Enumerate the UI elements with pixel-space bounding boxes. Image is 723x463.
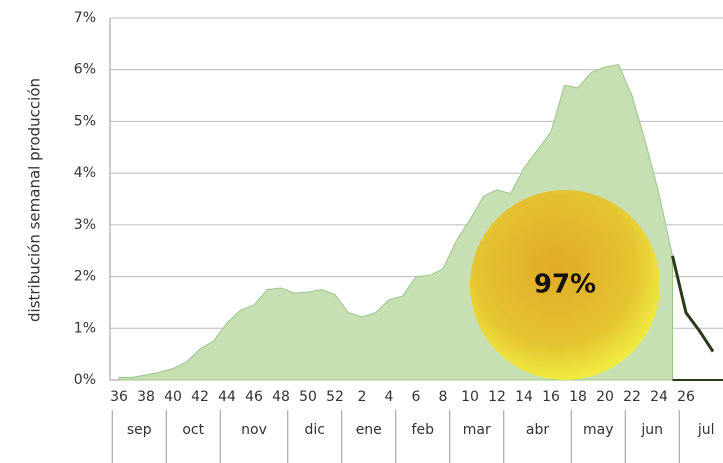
month-label: jun [640, 422, 663, 438]
month-label: sep [127, 422, 152, 438]
month-label: abr [526, 422, 549, 438]
x-tick-label: 26 [677, 389, 695, 405]
x-tick-label: 18 [569, 389, 587, 405]
x-tick-label: 24 [650, 389, 668, 405]
x-tick-label: 4 [385, 389, 394, 405]
y-tick-label: 6% [74, 62, 96, 78]
x-tick-label: 6 [412, 389, 421, 405]
y-tick-label: 1% [74, 320, 96, 336]
bubble [470, 190, 660, 380]
x-tick-label: 40 [164, 389, 182, 405]
annotation: 97% [534, 270, 596, 300]
x-tick-label: 8 [439, 389, 448, 405]
y-tick-label: 7% [74, 10, 96, 26]
y-tick-label: 5% [74, 113, 96, 129]
x-tick-label: 14 [515, 389, 533, 405]
month-label: may [583, 422, 614, 438]
x-tick-label: 36 [110, 389, 128, 405]
month-label: feb [412, 422, 435, 438]
y-tick-label: 2% [74, 269, 96, 285]
y-tick-label: 0% [74, 372, 96, 388]
x-tick-label: 10 [461, 389, 479, 405]
x-tick-label: 16 [542, 389, 560, 405]
x-tick-label: 52 [326, 389, 344, 405]
y-tick-label: 3% [74, 217, 96, 233]
x-tick-label: 48 [272, 389, 290, 405]
x-tick-label: 20 [596, 389, 614, 405]
month-label: mar [463, 422, 491, 438]
y-axis-label: distribución semanal producción [26, 78, 44, 322]
x-tick-label: 2 [358, 389, 367, 405]
x-tick-label: 42 [191, 389, 209, 405]
month-label: jul [697, 422, 715, 438]
x-tick-label: 50 [299, 389, 317, 405]
month-label: ene [356, 422, 382, 438]
x-tick-label: 46 [245, 389, 263, 405]
month-label: oct [182, 422, 204, 438]
y-tick-label: 4% [74, 165, 96, 181]
x-tick-label: 44 [218, 389, 236, 405]
x-tick-label: 12 [488, 389, 506, 405]
x-tick-label: 38 [137, 389, 155, 405]
x-tick-label: 22 [623, 389, 641, 405]
month-label: dic [305, 422, 325, 438]
month-label: nov [241, 422, 267, 438]
line [671, 255, 715, 353]
